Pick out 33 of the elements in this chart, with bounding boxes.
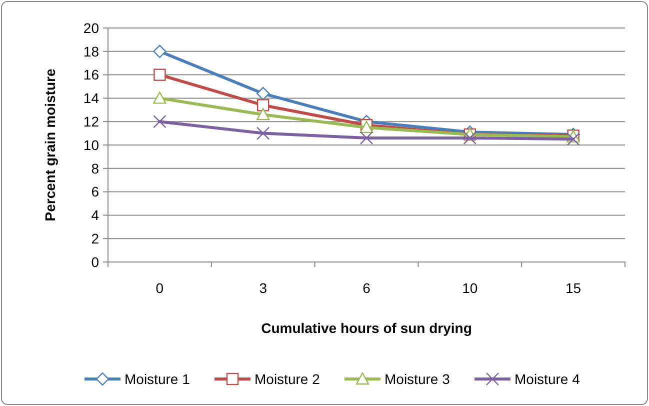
y-tick-label: 20 [83,20,100,36]
point [153,115,166,128]
legend-label: Moisture 1 [124,370,190,387]
x-tick-label: 0 [156,280,164,296]
point [256,108,270,120]
legend-label: Moisture 4 [514,370,580,387]
point [360,131,374,145]
y-tick-label: 12 [83,114,100,130]
y-tick-label: 6 [91,184,100,200]
x-tick-label: 6 [362,280,371,296]
x-tick-label: 3 [259,280,268,296]
x-tick-label: 15 [566,280,582,296]
point [257,99,270,112]
point [153,92,166,104]
y-tick-label: 10 [83,136,100,153]
y-axis-title: Percent grain moisture [42,68,58,222]
point [463,131,476,145]
point [566,132,580,146]
point [256,126,270,140]
point [154,68,166,81]
point [153,44,166,58]
point [256,86,270,100]
y-tick-label: 18 [83,43,100,60]
x-tick-label: 10 [462,280,478,296]
legend-label: Moisture 3 [384,370,450,387]
y-tick-label: 4 [91,207,100,224]
y-tick-label: 0 [91,254,100,270]
y-tick-label: 16 [83,66,100,83]
y-tick-label: 8 [91,160,100,176]
x-axis-title: Cumulative hours of sun drying [261,320,472,336]
y-tick-label: 14 [83,90,100,106]
y-tick-label: 2 [91,230,100,246]
legend-label: Moisture 2 [254,370,320,387]
